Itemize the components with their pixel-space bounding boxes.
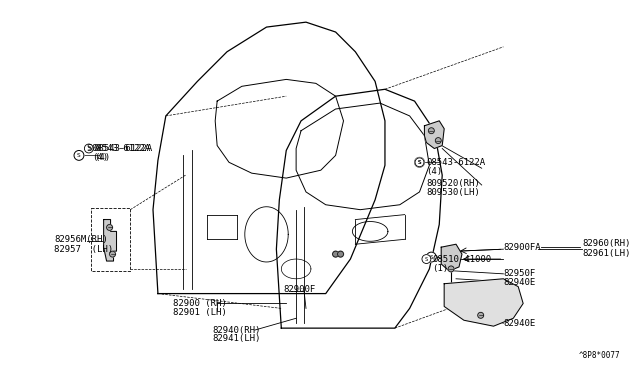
Circle shape bbox=[435, 138, 441, 144]
Circle shape bbox=[109, 251, 115, 257]
Text: 08543-6122A: 08543-6122A bbox=[426, 158, 486, 167]
Circle shape bbox=[84, 144, 93, 153]
Text: 82956M(RH): 82956M(RH) bbox=[54, 235, 108, 244]
Circle shape bbox=[333, 251, 339, 257]
Text: 82900FA: 82900FA bbox=[504, 243, 541, 252]
Text: S: S bbox=[418, 160, 421, 165]
Text: 82940E: 82940E bbox=[504, 319, 536, 328]
Text: 809530(LH): 809530(LH) bbox=[426, 188, 480, 198]
Text: S: S bbox=[429, 254, 433, 260]
Circle shape bbox=[448, 266, 454, 272]
Polygon shape bbox=[441, 244, 462, 271]
Polygon shape bbox=[424, 121, 444, 148]
Text: 08510-41000: 08510-41000 bbox=[433, 254, 492, 263]
Text: S: S bbox=[418, 160, 421, 165]
Circle shape bbox=[337, 251, 344, 257]
Circle shape bbox=[415, 157, 424, 167]
Text: 82901 (LH): 82901 (LH) bbox=[173, 308, 227, 317]
Text: 82940(RH): 82940(RH) bbox=[212, 326, 260, 334]
Text: 809520(RH): 809520(RH) bbox=[426, 179, 480, 187]
Text: (4): (4) bbox=[426, 167, 442, 176]
Polygon shape bbox=[104, 219, 116, 261]
Text: 08543-6122A: 08543-6122A bbox=[92, 144, 151, 153]
Circle shape bbox=[107, 224, 113, 230]
Text: 82940E: 82940E bbox=[504, 278, 536, 287]
Text: ^8P8*0077: ^8P8*0077 bbox=[579, 351, 620, 360]
Text: 82941(LH): 82941(LH) bbox=[212, 334, 260, 343]
Text: S: S bbox=[86, 144, 92, 153]
Text: 82900F: 82900F bbox=[284, 285, 316, 294]
Circle shape bbox=[422, 254, 431, 263]
Circle shape bbox=[74, 150, 84, 160]
Text: 82950F: 82950F bbox=[504, 269, 536, 278]
Text: S: S bbox=[77, 153, 81, 158]
Text: S: S bbox=[87, 146, 90, 151]
Text: 82960(RH): 82960(RH) bbox=[582, 239, 631, 248]
Circle shape bbox=[477, 312, 484, 318]
Text: (1): (1) bbox=[433, 264, 449, 273]
Polygon shape bbox=[444, 279, 523, 326]
Circle shape bbox=[428, 128, 435, 134]
Text: (4): (4) bbox=[92, 153, 108, 162]
Text: (4): (4) bbox=[94, 153, 110, 162]
Text: S: S bbox=[425, 257, 428, 262]
Circle shape bbox=[415, 158, 424, 167]
Text: 08543-6122A: 08543-6122A bbox=[94, 144, 153, 153]
Text: 82961(LH): 82961(LH) bbox=[582, 248, 631, 258]
Text: 82900 (RH): 82900 (RH) bbox=[173, 299, 227, 308]
Circle shape bbox=[426, 252, 436, 262]
Text: 82957  (LH): 82957 (LH) bbox=[54, 245, 113, 254]
